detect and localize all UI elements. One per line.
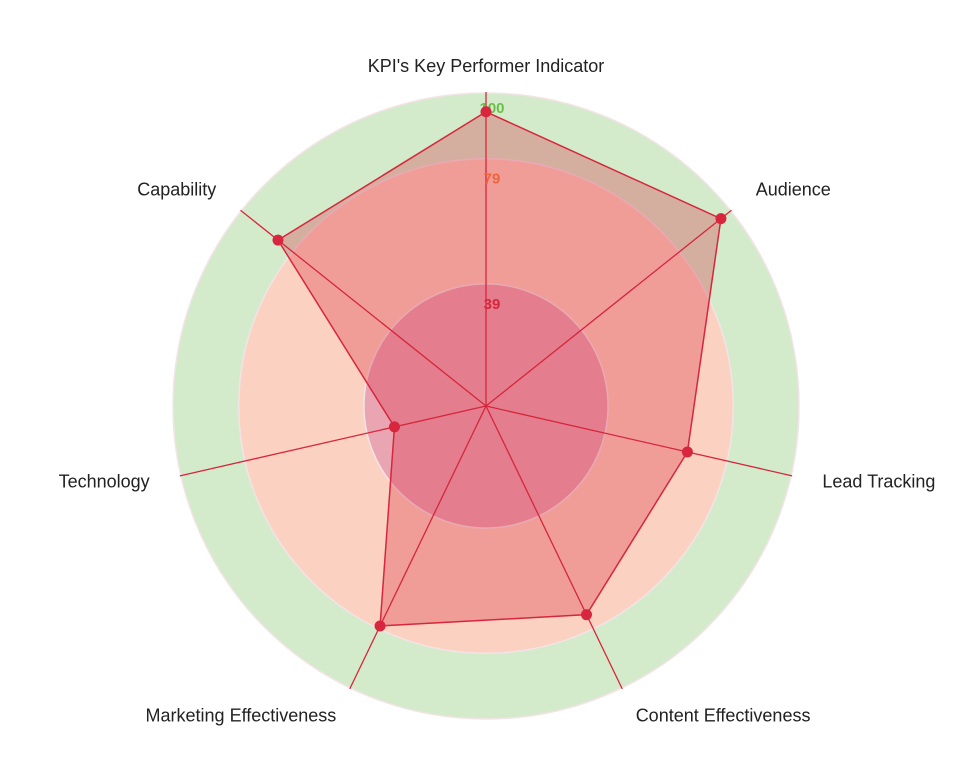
axis-line (179, 405, 487, 477)
axis-label: Marketing Effectiveness (146, 706, 337, 726)
axis-label: Lead Tracking (822, 472, 935, 492)
data-point[interactable] (681, 446, 693, 458)
axis-label: Content Effectiveness (636, 706, 811, 726)
axis-label: KPI's Key Performer Indicator (368, 56, 605, 76)
band-label: 39 (484, 296, 501, 313)
data-point[interactable] (480, 106, 492, 118)
data-point[interactable] (715, 213, 727, 225)
data-point[interactable] (272, 234, 284, 246)
axis-label: Capability (137, 180, 216, 200)
data-point[interactable] (388, 421, 400, 433)
axis-label: Technology (59, 472, 150, 492)
data-point[interactable] (580, 609, 592, 621)
axis-label: Audience (756, 180, 831, 200)
axis-line (485, 209, 732, 407)
axis-line (485, 405, 793, 477)
data-point[interactable] (374, 620, 386, 632)
series-polygon (276, 110, 722, 627)
band-label: 79 (484, 171, 501, 188)
axis-line (349, 405, 487, 690)
axis-line (485, 405, 623, 690)
